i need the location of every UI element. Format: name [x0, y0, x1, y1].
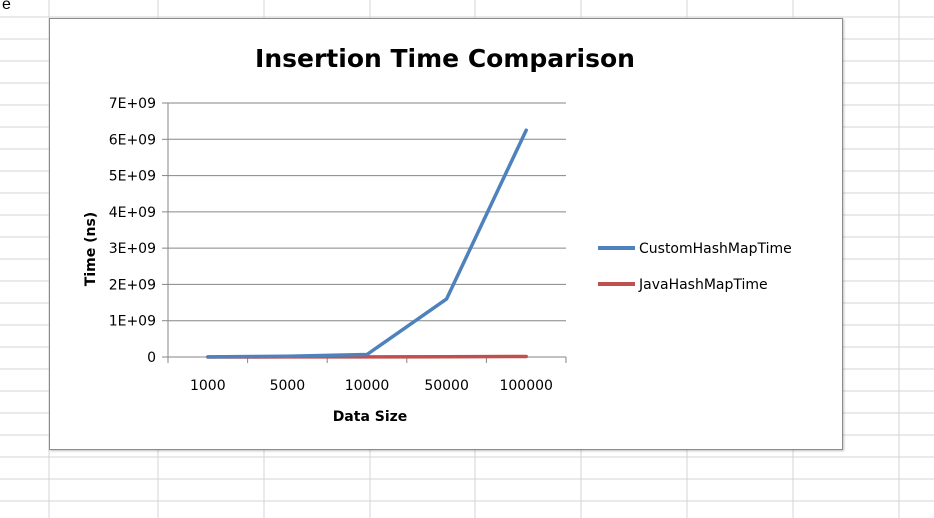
x-tick-label: 5000	[270, 378, 306, 394]
legend-label: JavaHashMapTime	[638, 277, 768, 293]
axes	[162, 102, 567, 363]
y-tick-label: 5E+09	[109, 169, 156, 185]
chart-title: Insertion Time Comparison	[255, 44, 635, 73]
x-tick-label: 10000	[345, 378, 390, 394]
series-line	[206, 128, 528, 359]
chart-area[interactable]: Insertion Time Comparison 0 1E+09 2E+09 3E+…	[49, 18, 843, 450]
x-axis-title: Data Size	[333, 409, 408, 425]
chart-svg: Insertion Time Comparison 0 1E+09 2E+09 3E+…	[83, 44, 792, 425]
cell-text[interactable]: e	[2, 0, 11, 13]
series-lines	[206, 128, 528, 359]
legend: CustomHashMapTime JavaHashMapTime	[598, 241, 792, 293]
y-tick-label: 4E+09	[109, 205, 156, 221]
x-tick-labels: 1000 5000 10000 50000 100000	[190, 378, 553, 394]
y-tick-label: 7E+09	[109, 96, 156, 112]
y-tick-label: 2E+09	[109, 277, 156, 293]
y-tick-label: 1E+09	[109, 314, 156, 330]
y-tick-labels: 0 1E+09 2E+09 3E+09 4E+09 5E+09 6E+09 7E+09	[109, 96, 156, 366]
x-tick-label: 100000	[499, 378, 552, 394]
x-tick-label: 50000	[424, 378, 469, 394]
gridlines	[168, 102, 566, 322]
x-tick-label: 1000	[190, 378, 226, 394]
y-axis-title: Time (ns)	[83, 212, 99, 286]
y-tick-label: 3E+09	[109, 241, 156, 257]
y-tick-label: 6E+09	[109, 132, 156, 148]
legend-label: CustomHashMapTime	[639, 241, 792, 257]
y-tick-label: 0	[147, 350, 156, 366]
